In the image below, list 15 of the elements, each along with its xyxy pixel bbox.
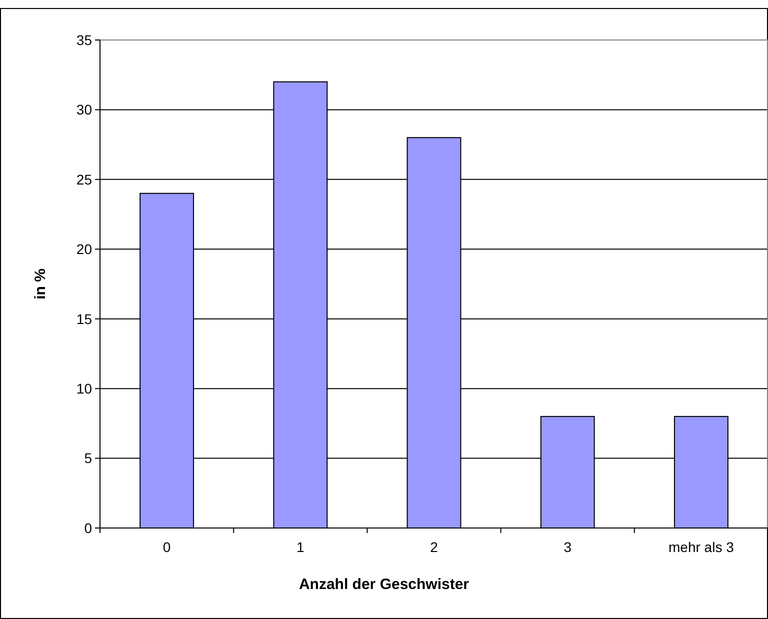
x-tick-label: mehr als 3 (668, 539, 734, 555)
y-tick-label: 10 (76, 380, 92, 396)
x-tick-label: 3 (564, 539, 572, 555)
x-tick-label: 2 (430, 539, 438, 555)
y-tick-label: 0 (84, 520, 92, 536)
y-tick-label: 20 (76, 241, 92, 258)
y-tick-label: 15 (76, 310, 92, 327)
x-tick-label: 1 (296, 539, 304, 555)
y-tick-label: 25 (76, 171, 92, 188)
y-tick-label: 5 (84, 450, 92, 466)
y-tick-label: 30 (76, 102, 92, 118)
y-tick-label: 35 (76, 32, 92, 48)
y-axis-title: in % (32, 268, 49, 300)
x-tick-label: 0 (162, 539, 171, 555)
x-axis-title: Anzahl der Geschwister (298, 576, 470, 593)
